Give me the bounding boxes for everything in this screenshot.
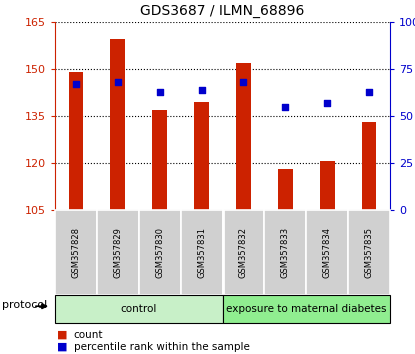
Text: exposure to maternal diabetes: exposure to maternal diabetes — [226, 304, 386, 314]
Point — [282, 104, 289, 109]
Point — [115, 79, 121, 85]
Text: GSM357835: GSM357835 — [364, 227, 374, 278]
Bar — [236, 63, 251, 210]
Bar — [320, 161, 334, 210]
Text: GSM357833: GSM357833 — [281, 227, 290, 278]
Bar — [278, 169, 293, 210]
Point — [240, 79, 247, 85]
Text: GSM357830: GSM357830 — [155, 227, 164, 278]
Point — [324, 100, 330, 106]
Text: count: count — [73, 330, 103, 340]
Bar — [362, 122, 376, 210]
Text: ■: ■ — [57, 330, 68, 340]
Bar — [306, 210, 348, 295]
Text: GSM357831: GSM357831 — [197, 227, 206, 278]
Bar — [55, 210, 97, 295]
Text: GSM357829: GSM357829 — [113, 227, 122, 278]
Text: ■: ■ — [57, 342, 68, 352]
Text: GSM357834: GSM357834 — [323, 227, 332, 278]
Bar — [97, 210, 139, 295]
Bar — [194, 102, 209, 210]
Bar — [68, 72, 83, 210]
Bar — [181, 210, 222, 295]
Point — [156, 89, 163, 95]
Text: GSM357828: GSM357828 — [71, 227, 81, 278]
Text: protocol: protocol — [2, 301, 47, 310]
Bar — [152, 110, 167, 210]
Bar — [222, 295, 390, 323]
Bar — [222, 210, 264, 295]
Bar — [348, 210, 390, 295]
Point — [198, 87, 205, 92]
Text: GSM357832: GSM357832 — [239, 227, 248, 278]
Point — [73, 81, 79, 87]
Text: percentile rank within the sample: percentile rank within the sample — [73, 342, 249, 352]
Bar — [110, 39, 125, 210]
Bar — [55, 295, 222, 323]
Bar — [264, 210, 306, 295]
Point — [366, 89, 372, 95]
Bar — [139, 210, 181, 295]
Text: control: control — [121, 304, 157, 314]
Title: GDS3687 / ILMN_68896: GDS3687 / ILMN_68896 — [140, 4, 305, 18]
